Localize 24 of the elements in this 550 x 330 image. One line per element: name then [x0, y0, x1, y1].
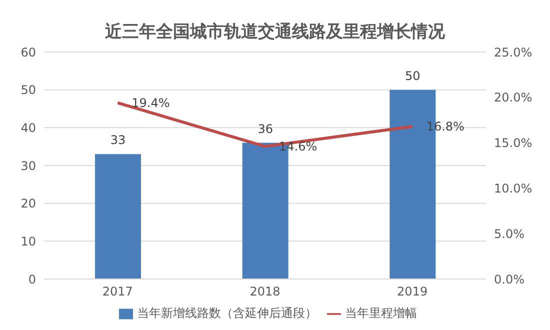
bar — [95, 154, 141, 279]
y-tick-label: 60 — [20, 45, 36, 60]
y-tick-label: 10 — [20, 234, 36, 248]
legend-label: 当年新增线路数（含延伸后通段） — [137, 306, 317, 320]
x-tick-label: 2019 — [397, 284, 428, 299]
y2-tick-label: 15.0% — [494, 136, 532, 150]
data-label: 36 — [258, 122, 273, 136]
x-tick-label: 2018 — [250, 284, 280, 299]
y-tick-label: 40 — [20, 120, 36, 135]
x-tick-label: 2017 — [102, 284, 133, 299]
data-label: 50 — [405, 68, 420, 83]
y2-tick-label: 5.0% — [494, 226, 524, 241]
legend-label: 当年里程增幅 — [345, 306, 417, 320]
y2-tick-label: 0.0% — [494, 272, 524, 286]
y-tick-label: 20 — [20, 196, 36, 211]
y2-tick-label: 25.0% — [494, 45, 532, 60]
data-label: 19.4% — [132, 96, 170, 110]
data-label: 33 — [110, 133, 126, 148]
y2-tick-label: 10.0% — [494, 181, 532, 196]
chart-title: 近三年全国城市轨道交通线路及里程增长情况 — [104, 21, 446, 44]
y-tick-label: 0 — [28, 272, 36, 286]
y-tick-label: 50 — [20, 83, 36, 98]
y-tick-label: 30 — [20, 158, 36, 173]
y2-tick-label: 20.0% — [494, 90, 532, 105]
